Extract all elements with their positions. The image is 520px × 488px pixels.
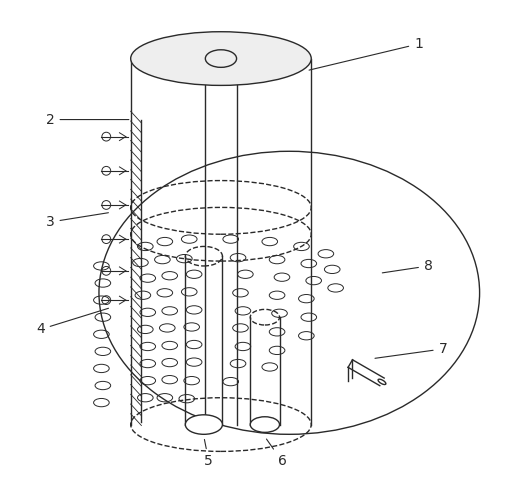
Text: 2: 2	[46, 113, 129, 126]
Ellipse shape	[378, 379, 386, 385]
Ellipse shape	[131, 32, 311, 85]
Text: 5: 5	[204, 440, 213, 468]
Ellipse shape	[185, 415, 223, 434]
Text: 6: 6	[266, 439, 287, 468]
Text: 1: 1	[309, 37, 423, 70]
Text: 7: 7	[375, 342, 447, 358]
Ellipse shape	[205, 50, 237, 67]
Text: 4: 4	[36, 308, 109, 336]
Ellipse shape	[250, 417, 280, 432]
Text: 3: 3	[46, 213, 108, 229]
Text: 8: 8	[382, 259, 433, 273]
